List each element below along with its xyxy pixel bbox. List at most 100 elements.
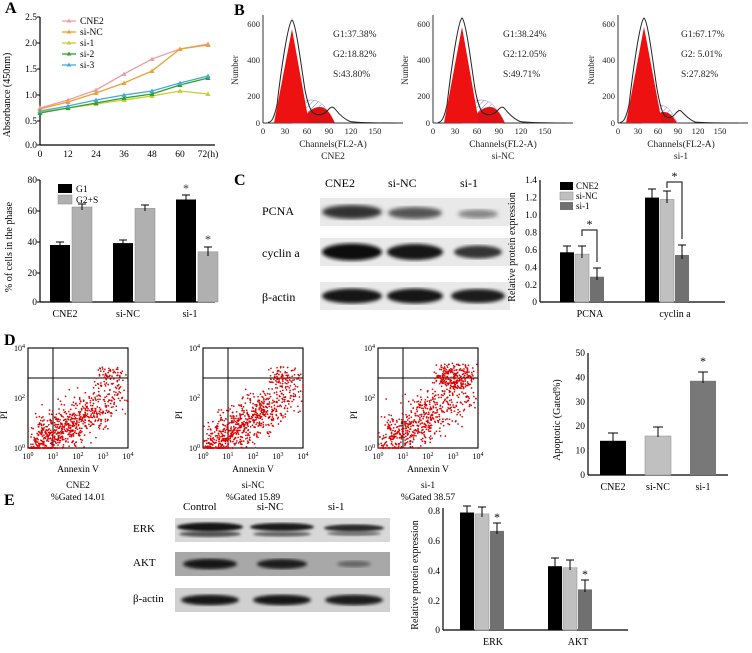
svg-text:103: 103 <box>448 452 459 461</box>
svg-text:si-NC: si-NC <box>80 28 103 38</box>
svg-text:Annexin V: Annexin V <box>407 465 449 475</box>
svg-text:ERK: ERK <box>483 637 504 648</box>
svg-text:CNE2: CNE2 <box>66 481 90 491</box>
svg-text:36: 36 <box>119 150 129 160</box>
svg-text:0: 0 <box>256 118 260 128</box>
svg-text:102: 102 <box>248 452 259 461</box>
svg-text:150: 150 <box>714 126 727 136</box>
svg-text:0.0: 0.0 <box>25 141 37 151</box>
svg-text:2.5: 2.5 <box>25 13 37 23</box>
svg-text:1.0: 1.0 <box>25 91 37 101</box>
svg-text:1.0: 1.0 <box>525 211 537 221</box>
svg-text:si-NC: si-NC <box>492 152 515 162</box>
svg-text:Relative protein expression: Relative protein expression <box>507 192 518 301</box>
svg-text:CNE2: CNE2 <box>576 181 599 191</box>
svg-text:si-1: si-1 <box>183 309 198 320</box>
svg-text:0.4: 0.4 <box>428 567 440 577</box>
svg-text:120: 120 <box>515 126 528 136</box>
svg-text:0.6: 0.6 <box>428 537 440 547</box>
svg-text:si-1: si-1 <box>80 39 95 49</box>
svg-text:G2:18.82%: G2:18.82% <box>333 50 377 60</box>
svg-text:*: * <box>494 510 500 524</box>
svg-text:600: 600 <box>417 19 430 29</box>
svg-text:104: 104 <box>14 344 25 353</box>
svg-text:60: 60 <box>473 126 482 136</box>
svg-text:Channels(FL2-A): Channels(FL2-A) <box>299 139 367 150</box>
svg-text:104: 104 <box>473 452 484 461</box>
svg-text:PI: PI <box>0 411 10 419</box>
svg-text:104: 104 <box>189 344 200 353</box>
svg-text:72(h): 72(h) <box>198 149 219 160</box>
svg-text:150: 150 <box>539 126 552 136</box>
svg-text:104: 104 <box>123 452 134 461</box>
svg-text:cyclin a: cyclin a <box>659 309 691 320</box>
svg-text:30: 30 <box>634 126 643 136</box>
svg-text:101: 101 <box>223 452 234 461</box>
svg-text:0: 0 <box>261 126 265 136</box>
svg-text:G1: G1 <box>76 185 88 195</box>
svg-text:Annexin V: Annexin V <box>232 465 274 475</box>
svg-text:si-NC: si-NC <box>576 191 598 201</box>
svg-text:Number: Number <box>400 55 410 85</box>
svg-text:si-1: si-1 <box>421 481 436 491</box>
svg-text:102: 102 <box>14 394 25 403</box>
svg-text:AKT: AKT <box>568 637 589 648</box>
svg-text:Relative protein expression: Relative protein expression <box>410 520 421 629</box>
svg-text:60: 60 <box>654 126 663 136</box>
svg-text:20: 20 <box>576 422 586 432</box>
svg-text:0: 0 <box>32 298 37 308</box>
svg-text:2.0: 2.0 <box>25 39 37 49</box>
svg-text:Number: Number <box>588 55 596 85</box>
svg-text:PCNA: PCNA <box>577 309 604 320</box>
svg-text:600: 600 <box>247 19 260 29</box>
svg-text:0: 0 <box>38 150 43 160</box>
svg-text:CNE2: CNE2 <box>321 152 345 162</box>
svg-text:0: 0 <box>611 118 615 128</box>
svg-text:100: 100 <box>373 452 384 461</box>
svg-text:200: 200 <box>602 91 615 101</box>
svg-text:si-1: si-1 <box>696 482 711 493</box>
svg-text:0: 0 <box>435 626 440 636</box>
svg-text:0: 0 <box>616 126 620 136</box>
svg-text:200: 200 <box>417 91 430 101</box>
svg-text:90: 90 <box>495 126 504 136</box>
svg-text:60: 60 <box>28 207 38 217</box>
svg-text:20: 20 <box>28 269 38 279</box>
svg-text:40: 40 <box>576 373 586 383</box>
svg-text:*: * <box>205 232 211 246</box>
svg-text:0.8: 0.8 <box>525 229 537 239</box>
svg-text:S:43.80%: S:43.80% <box>333 70 370 80</box>
svg-text:100: 100 <box>23 452 34 461</box>
svg-text:Annexin V: Annexin V <box>57 465 99 475</box>
svg-text:40: 40 <box>28 238 38 248</box>
svg-text:0.6: 0.6 <box>525 246 537 256</box>
svg-text:150: 150 <box>369 126 382 136</box>
svg-text:102: 102 <box>423 452 434 461</box>
svg-text:0.2: 0.2 <box>525 281 537 291</box>
svg-text:104: 104 <box>298 452 309 461</box>
svg-text:48: 48 <box>147 150 157 160</box>
svg-text:400: 400 <box>417 55 430 65</box>
svg-text:si-3: si-3 <box>80 61 95 71</box>
svg-text:90: 90 <box>674 126 683 136</box>
svg-text:102: 102 <box>73 452 84 461</box>
svg-text:120: 120 <box>345 126 358 136</box>
svg-text:0.2: 0.2 <box>428 597 440 607</box>
svg-text:G2:12.05%: G2:12.05% <box>503 50 547 60</box>
svg-text:*: * <box>183 181 189 195</box>
svg-text:103: 103 <box>273 452 284 461</box>
svg-text:% of cells in the phase: % of cells in the phase <box>4 201 15 292</box>
svg-text:G2+S: G2+S <box>76 196 98 206</box>
svg-text:400: 400 <box>602 55 615 65</box>
svg-text:G1:38.24%: G1:38.24% <box>503 30 547 40</box>
svg-text:CNE2: CNE2 <box>53 309 78 320</box>
svg-text:si-1: si-1 <box>576 201 590 211</box>
svg-text:0: 0 <box>532 298 537 308</box>
svg-text:100: 100 <box>198 452 209 461</box>
svg-text:30: 30 <box>451 126 460 136</box>
svg-text:si-2: si-2 <box>80 50 95 60</box>
svg-text:0: 0 <box>431 126 435 136</box>
svg-text:90: 90 <box>325 126 334 136</box>
svg-text:30: 30 <box>281 126 290 136</box>
svg-text:si-NC: si-NC <box>242 481 265 491</box>
